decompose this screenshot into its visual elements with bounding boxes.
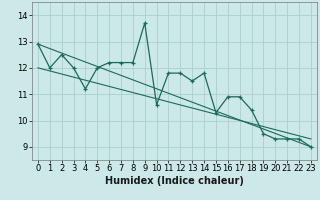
X-axis label: Humidex (Indice chaleur): Humidex (Indice chaleur) [105, 176, 244, 186]
